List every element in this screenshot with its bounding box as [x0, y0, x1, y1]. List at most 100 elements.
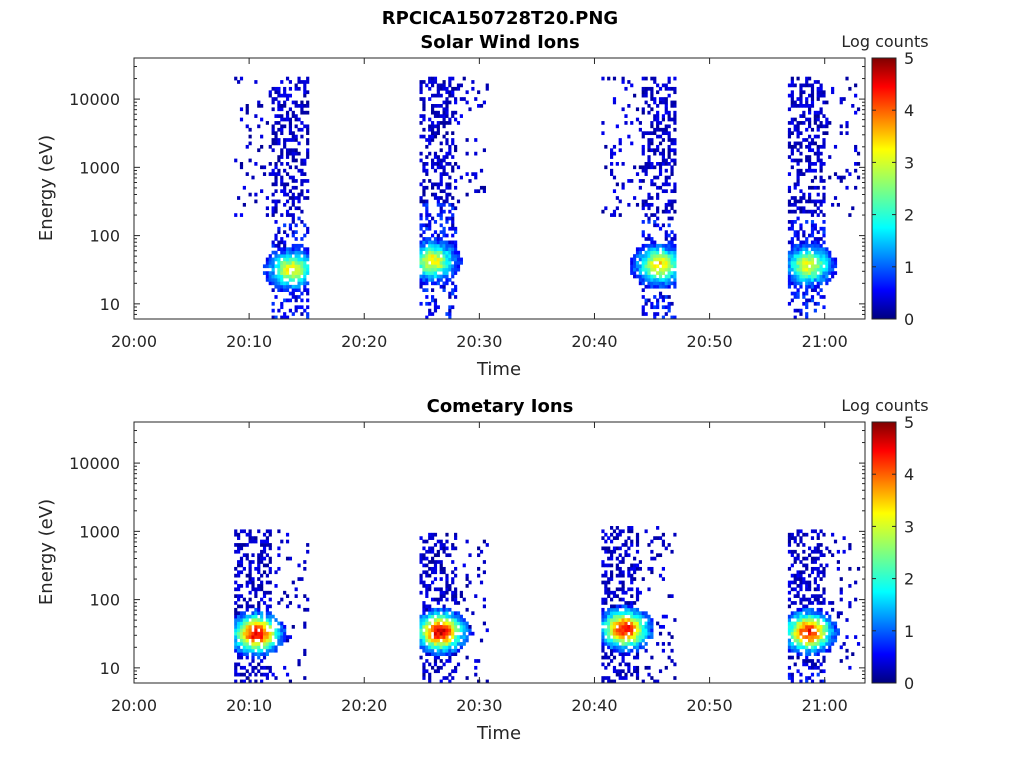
heatmap-cell [787, 202, 792, 207]
heatmap-cell [268, 621, 272, 626]
heatmap-cell [805, 679, 809, 684]
heatmap-cell [633, 655, 637, 660]
heatmap-cell [280, 642, 284, 646]
heatmap-cell [621, 584, 625, 588]
heatmap-cell [670, 86, 674, 91]
heatmap-cell [248, 597, 252, 602]
heatmap-cell [802, 254, 806, 258]
heatmap-cell [819, 110, 823, 115]
heatmap-cell [303, 652, 307, 656]
heatmap-cell [291, 274, 295, 279]
heatmap-cell [813, 308, 817, 313]
heatmap-cell [445, 121, 449, 125]
heatmap-cell [306, 151, 310, 156]
heatmap-cell [825, 281, 829, 286]
heatmap-cell [245, 642, 249, 646]
heatmap-cell [445, 278, 449, 282]
heatmap-cell [627, 103, 631, 108]
heatmap-cell [439, 93, 443, 98]
heatmap-cell [288, 127, 293, 132]
heatmap-cell [439, 577, 443, 581]
heatmap-cell [670, 165, 674, 170]
heatmap-cell [813, 556, 817, 561]
heatmap-cell [433, 553, 438, 558]
heatmap-cell [627, 628, 631, 633]
heatmap-cell [251, 655, 255, 660]
heatmap-cell [802, 110, 806, 115]
heatmap-cell [280, 175, 284, 180]
heatmap-cell [294, 158, 298, 163]
heatmap-cell [635, 264, 640, 269]
heatmap-cell [650, 247, 654, 252]
heatmap-cell [635, 624, 640, 629]
heatmap-cell [813, 278, 817, 282]
heatmap-cell [802, 264, 806, 269]
heatmap-cell [836, 628, 840, 633]
heatmap-cell [635, 532, 640, 537]
heatmap-cell [799, 621, 803, 626]
heatmap-cell [454, 110, 458, 115]
heatmap-cell [822, 90, 826, 95]
heatmap-cell [425, 652, 429, 656]
heatmap-cell [790, 226, 794, 231]
heatmap-cell [796, 281, 800, 286]
heatmap-cell [425, 83, 429, 88]
heatmap-cell [477, 659, 481, 663]
heatmap-cell [799, 267, 803, 272]
heatmap-cell [445, 86, 449, 91]
heatmap-cell [656, 192, 660, 197]
heatmap-cell [673, 158, 677, 163]
heatmap-cell [667, 223, 671, 228]
heatmap-cell [664, 131, 668, 136]
heatmap-cell [673, 162, 677, 166]
heatmap-cell [635, 539, 640, 544]
heatmap-cell [239, 584, 244, 588]
heatmap-cell [610, 652, 614, 656]
heatmap-cell [653, 312, 657, 316]
heatmap-cell [280, 631, 284, 636]
heatmap-cell [242, 635, 246, 639]
heatmap-cell [664, 274, 668, 279]
heatmap-cell [482, 560, 486, 564]
heatmap-cell [627, 648, 631, 653]
heatmap-cell [288, 556, 293, 561]
heatmap-cell [274, 635, 278, 639]
heatmap-cell [436, 257, 440, 262]
heatmap-cell [601, 131, 605, 136]
heatmap-cell [802, 594, 806, 598]
heatmap-cell [465, 607, 469, 612]
heatmap-cell [618, 570, 622, 575]
heatmap-cell [604, 631, 608, 636]
heatmap-cell [237, 631, 241, 636]
heatmap-cell [439, 648, 443, 653]
heatmap-cell [439, 257, 443, 262]
heatmap-cell [610, 597, 614, 602]
heatmap-cell [303, 254, 307, 258]
heatmap-cell [819, 257, 823, 262]
heatmap-cell [813, 645, 817, 650]
heatmap-cell [451, 216, 455, 221]
heatmap-cell [294, 284, 298, 289]
heatmap-cell [635, 247, 640, 252]
heatmap-cell [285, 635, 290, 639]
heatmap-cell [635, 597, 640, 602]
heatmap-cell [796, 199, 800, 204]
heatmap-cell [306, 141, 310, 146]
heatmap-cell [810, 148, 815, 153]
heatmap-cell [787, 655, 792, 660]
heatmap-cell [448, 652, 452, 656]
heatmap-cell [810, 223, 815, 228]
heatmap-cell [647, 624, 651, 629]
heatmap-cell [277, 103, 281, 108]
heatmap-cell [303, 83, 307, 88]
heatmap-cell [422, 114, 426, 118]
heatmap-cell [624, 676, 628, 680]
heatmap-cell [621, 560, 625, 564]
heatmap-cell [615, 546, 619, 551]
heatmap-cell [808, 611, 812, 616]
heatmap-cell [819, 165, 823, 170]
heatmap-cell [664, 257, 668, 262]
heatmap-cell [433, 652, 438, 656]
heatmap-cell [257, 556, 261, 561]
heatmap-cell [601, 560, 605, 564]
